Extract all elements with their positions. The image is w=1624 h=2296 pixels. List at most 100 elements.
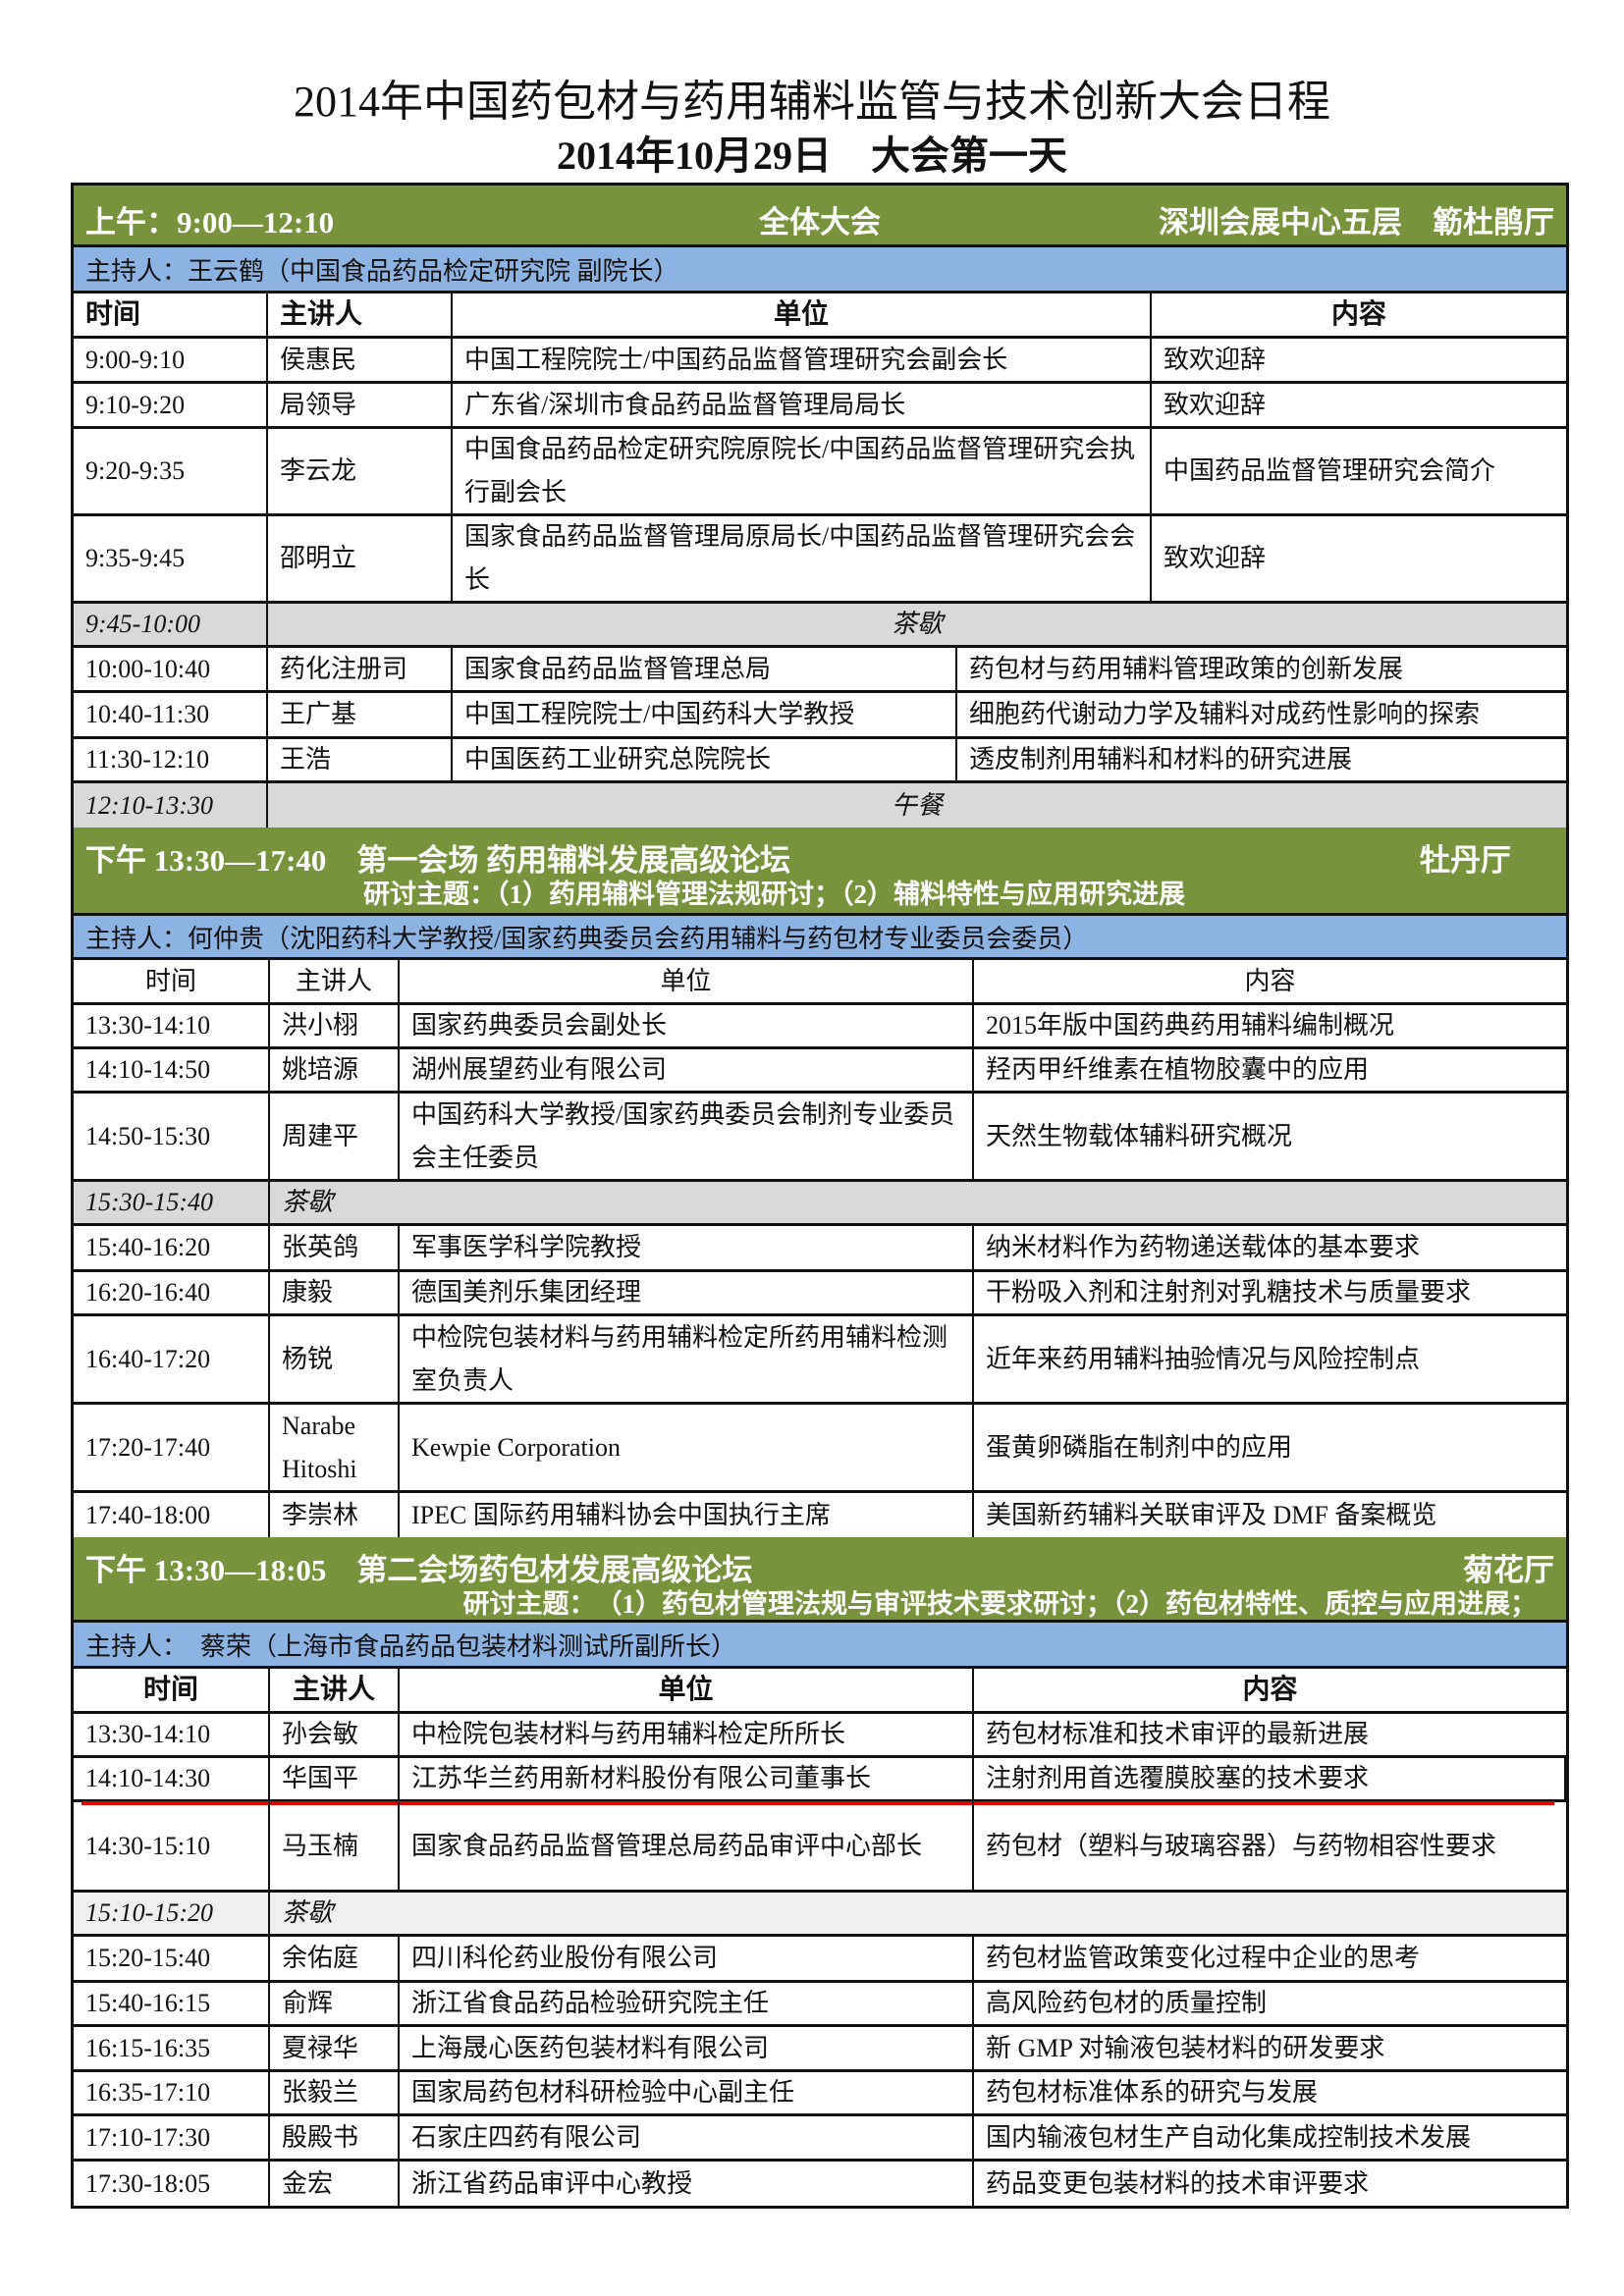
break-row: 9:45-10:00 茶歇 bbox=[74, 604, 1566, 648]
cell-content: 致欢迎辞 bbox=[1164, 544, 1267, 572]
cell-speaker: 康毅 bbox=[270, 1272, 400, 1313]
break-time: 15:30-15:40 bbox=[74, 1182, 270, 1223]
table-row: 9:00-9:10 侯惠民 中国工程院院士/中国药品监督管理研究会副会长 致欢迎辞 bbox=[74, 339, 1566, 384]
cell-unit: 中国药科大学教授/国家药典委员会制剂专业委员会主任委员 bbox=[400, 1094, 974, 1179]
cell-speaker: Narabe Hitoshi bbox=[270, 1405, 400, 1490]
session-time-title: 下午 13:30—17:40 第一会场 药用辅料发展高级论坛 bbox=[85, 843, 791, 878]
column-header-row: 时间 主讲人 单位 内容 bbox=[74, 294, 1566, 339]
break-row: 12:10-13:30 午餐 bbox=[74, 783, 1566, 828]
cell-time: 14:50-15:30 bbox=[74, 1094, 270, 1179]
table-row: 16:15-16:35 夏禄华 上海晟心医药包装材料有限公司新 GMP 对输液包装材… bbox=[74, 2027, 1566, 2072]
column-header-row: 时间 主讲人 单位 内容 bbox=[74, 960, 1566, 1005]
cell-time: 16:20-16:40 bbox=[74, 1272, 270, 1313]
cell-unit: 国家食品药品监督管理局原局长/中国药品监督管理研究会会长 bbox=[453, 516, 1152, 601]
session-host: 主持人：王云鹤（中国食品药品检定研究院 副院长） bbox=[74, 247, 1566, 294]
cell-content: 羟丙甲纤维素在植物胶囊中的应用 bbox=[986, 1055, 1370, 1084]
column-header-content: 内容 bbox=[1330, 298, 1386, 330]
cell-speaker: 王浩 bbox=[268, 739, 453, 780]
table-row: 11:30-12:10 王浩 中国医药工业研究总院院长 透皮制剂用辅料和材料的研究进展 bbox=[74, 739, 1566, 783]
cell-unit: 军事医学科学院教授 bbox=[400, 1226, 974, 1269]
table-row: 9:35-9:45 邵明立 国家食品药品监督管理局原局长/中国药品监督管理研究会会长… bbox=[74, 516, 1566, 604]
cell-speaker: 孙会敏 bbox=[270, 1714, 400, 1755]
break-time: 9:45-10:00 bbox=[74, 604, 268, 645]
cell-speaker: 姚培源 bbox=[270, 1049, 400, 1091]
cell-unit: Kewpie Corporation bbox=[400, 1405, 974, 1490]
cell-time: 17:40-18:00 bbox=[74, 1493, 270, 1537]
cell-time: 13:30-14:10 bbox=[74, 1005, 270, 1046]
cell-speaker: 余佑庭 bbox=[270, 1937, 400, 1980]
cell-unit: 中国食品药品检定研究院原院长/中国药品监督管理研究会执行副会长 bbox=[453, 429, 1152, 513]
table-row: 14:10-14:50 姚培源 湖州展望药业有限公司 羟丙甲纤维素在植物胶囊中的应用 bbox=[74, 1049, 1566, 1094]
cell-unit: 德国美剂乐集团经理 bbox=[400, 1272, 974, 1313]
session-venue: 牡丹厅 bbox=[1420, 843, 1511, 878]
cell-time: 16:40-17:20 bbox=[74, 1316, 270, 1402]
cell-content: 细胞药代谢动力学及辅料对成药性影响的探索 bbox=[969, 700, 1481, 728]
session-topic: 研讨主题： （1）药包材管理法规与审评技术要求研讨；（2）药包材特性、质控与应用… bbox=[462, 1589, 1538, 1619]
break-row: 15:30-15:40 茶歇 bbox=[74, 1182, 1566, 1226]
cell-content: 药包材标准体系的研究与发展 bbox=[986, 2078, 1319, 2107]
break-time: 12:10-13:30 bbox=[74, 783, 268, 828]
cell-time: 17:20-17:40 bbox=[74, 1405, 270, 1490]
break-label: 午餐 bbox=[891, 790, 943, 820]
column-header-unit: 单位 bbox=[453, 294, 1152, 336]
cell-content: 蛋黄卵磷脂在制剂中的应用 bbox=[986, 1432, 1293, 1462]
table-row: 10:40-11:30 王广基 中国工程院院士/中国药科大学教授 细胞药代谢动力学及辅… bbox=[74, 693, 1566, 739]
cell-speaker: 夏禄华 bbox=[270, 2027, 400, 2069]
cell-unit: 国家食品药品监督管理总局药品审评中心部长 bbox=[400, 1802, 974, 1890]
cell-unit: 中国工程院院士/中国药品监督管理研究会副会长 bbox=[453, 339, 1152, 381]
cell-content: 纳米材料作为药物递送载体的基本要求 bbox=[986, 1233, 1421, 1261]
session-block-2: 下午 13:30—17:40 第一会场 药用辅料发展高级论坛 牡丹厅研讨主题：（1… bbox=[74, 828, 1566, 1537]
page-title: 2014年中国药包材与药用辅料监管与技术创新大会日程 bbox=[294, 78, 1330, 126]
cell-content: 近年来药用辅料抽验情况与风险控制点 bbox=[986, 1344, 1421, 1373]
cell-content: 天然生物载体辅料研究概况 bbox=[986, 1121, 1293, 1150]
break-label: 茶歇 bbox=[282, 1188, 334, 1216]
table-row: 9:10-9:20 局领导 广东省/深圳市食品药品监督管理局局长 致欢迎辞 bbox=[74, 384, 1566, 429]
cell-speaker: 张英鸽 bbox=[270, 1226, 400, 1269]
session-time-title: 上午：9:00—12:10 bbox=[85, 205, 335, 240]
table-row: 9:20-9:35 李云龙 中国食品药品检定研究院原院长/中国药品监督管理研究会执行… bbox=[74, 429, 1566, 516]
cell-speaker: 杨锐 bbox=[270, 1316, 400, 1402]
column-header-row: 时间 主讲人 单位 内容 bbox=[74, 1669, 1566, 1714]
session-time-title: 下午 13:30—18:05 第二会场药包材发展高级论坛 bbox=[85, 1553, 753, 1587]
cell-content: 致欢迎辞 bbox=[1164, 390, 1267, 419]
cell-speaker: 侯惠民 bbox=[268, 339, 453, 381]
cell-content: 药包材监管政策变化过程中企业的思考 bbox=[986, 1944, 1421, 1972]
cell-speaker: 药化注册司 bbox=[268, 648, 453, 690]
cell-speaker: 周建平 bbox=[270, 1094, 400, 1179]
cell-content: 干粉吸入剂和注射剂对乳糖技术与质量要求 bbox=[986, 1278, 1472, 1307]
cell-unit: 四川科伦药业股份有限公司 bbox=[400, 1937, 974, 1980]
cell-content: 国内输液包材生产自动化集成控制技术发展 bbox=[986, 2122, 1472, 2152]
cell-unit: 石家庄四药有限公司 bbox=[400, 2116, 974, 2159]
cell-unit: 浙江省食品药品检验研究院主任 bbox=[400, 1983, 974, 2024]
column-header-time: 时间 bbox=[74, 960, 270, 1002]
cell-speaker: 李云龙 bbox=[268, 429, 453, 513]
column-header-unit: 单位 bbox=[400, 960, 974, 1002]
table-row: 14:30-15:10 马玉楠 国家食品药品监督管理总局药品审评中心部长 药包材（塑料… bbox=[74, 1802, 1566, 1893]
cell-time: 15:20-15:40 bbox=[74, 1937, 270, 1980]
cell-speaker: 俞辉 bbox=[270, 1983, 400, 2024]
table-row: 15:20-15:40 余佑庭 四川科伦药业股份有限公司 药包材监管政策变化过程中企业… bbox=[74, 1937, 1566, 1983]
cell-content: 注射剂用首选覆膜胶塞的技术要求 bbox=[974, 1758, 1566, 1799]
column-header-speaker: 主讲人 bbox=[268, 294, 453, 336]
column-header-content: 内容 bbox=[1242, 1674, 1298, 1705]
cell-time: 14:10-14:50 bbox=[74, 1049, 270, 1091]
cell-unit: 中国医药工业研究总院院长 bbox=[453, 739, 957, 780]
cell-time: 10:00-10:40 bbox=[74, 648, 268, 690]
break-label: 茶歇 bbox=[891, 610, 943, 638]
table-row: 15:40-16:15 俞辉 浙江省食品药品检验研究院主任 高风险药包材的质量控制 bbox=[74, 1983, 1566, 2027]
session-name: 全体大会 bbox=[759, 205, 881, 240]
cell-speaker: 邵明立 bbox=[268, 516, 453, 601]
cell-speaker: 马玉楠 bbox=[270, 1802, 400, 1890]
session-block-3: 下午 13:30—18:05 第二会场药包材发展高级论坛 菊花厅 研讨主题： （1）… bbox=[74, 1537, 1566, 2206]
cell-time: 15:40-16:15 bbox=[74, 1983, 270, 2024]
cell-unit: 上海晟心医药包装材料有限公司 bbox=[400, 2027, 974, 2069]
cell-time: 15:40-16:20 bbox=[74, 1226, 270, 1269]
session-host: 主持人： 蔡荣（上海市食品药品包装材料测试所副所长） bbox=[74, 1623, 1566, 1669]
session-header: 下午 13:30—18:05 第二会场药包材发展高级论坛 菊花厅 研讨主题： （1）… bbox=[74, 1537, 1566, 1623]
table-row: 13:30-14:10 孙会敏 中检院包装材料与药用辅料检定所所长 药包材标准和技术审… bbox=[74, 1714, 1566, 1758]
cell-content: 药品变更包装材料的技术审评要求 bbox=[986, 2168, 1370, 2198]
column-header-speaker: 主讲人 bbox=[270, 960, 400, 1002]
cell-unit: 国家食品药品监督管理总局 bbox=[453, 648, 957, 690]
session-topic: 研讨主题：（1）药用辅料管理法规研讨；（2）辅料特性与应用研究进展 bbox=[363, 880, 1185, 909]
cell-time: 13:30-14:10 bbox=[74, 1714, 270, 1755]
